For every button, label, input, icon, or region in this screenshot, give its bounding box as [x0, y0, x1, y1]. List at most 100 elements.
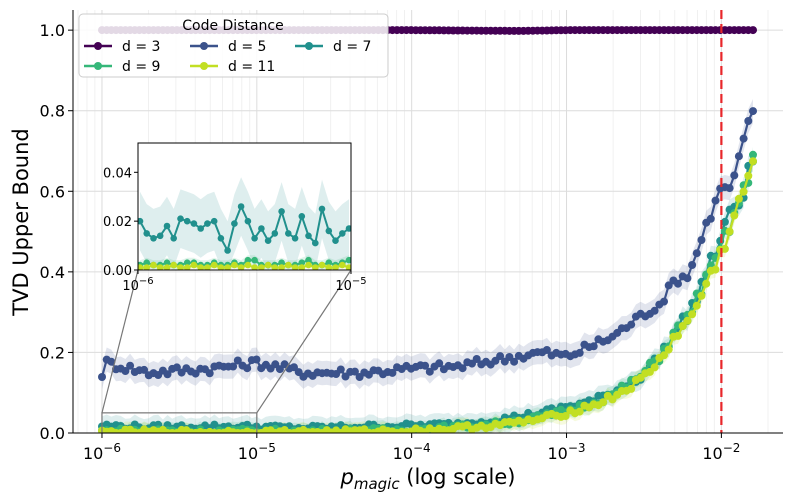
inset-series-point	[224, 247, 231, 254]
y-tick-label: 0.8	[40, 102, 65, 121]
inset-series-point	[339, 261, 346, 269]
series-point	[350, 367, 359, 376]
inset-y-tick-label: 0.04	[103, 166, 132, 181]
inset-series-point	[345, 225, 351, 232]
inset-series-point	[298, 259, 306, 267]
inset-series-point	[150, 235, 157, 242]
series-point	[252, 355, 261, 364]
x-tick-exp: −2	[723, 441, 741, 455]
series-point	[421, 361, 430, 370]
inset-x-tick-base: 10	[335, 279, 352, 294]
legend-swatch-marker	[305, 42, 313, 50]
y-tick-label: 0.4	[40, 263, 65, 282]
series-point	[692, 301, 701, 310]
inset-background	[138, 143, 351, 270]
inset-series-point	[258, 225, 265, 232]
inset-series-point	[217, 264, 225, 270]
series-point	[660, 351, 668, 360]
x-tick-exp: −3	[568, 441, 586, 455]
inset-series-point	[312, 239, 319, 247]
inset-series-point	[305, 232, 312, 240]
series-point	[711, 196, 720, 205]
inset-x-tick-exp: −5	[352, 276, 367, 287]
inset-x-tick-label: 10−5	[335, 276, 366, 294]
inset-series-point	[204, 220, 211, 227]
series-point	[561, 412, 570, 420]
inset-frame	[137, 142, 352, 271]
inset-series-point	[305, 261, 312, 269]
inset-series-point	[312, 264, 319, 270]
legend-label: d = 11	[228, 59, 275, 75]
inset-series-point	[325, 264, 333, 270]
y-tick-label: 1.0	[40, 21, 65, 40]
inset-series-point	[271, 230, 279, 237]
series-point	[683, 274, 692, 283]
inset-series-point	[163, 259, 171, 267]
series-point	[725, 227, 734, 236]
series-point	[730, 211, 739, 220]
series-point	[205, 369, 214, 378]
series-point	[121, 367, 130, 375]
inset-series-point	[190, 220, 198, 227]
inset-series-point	[305, 256, 312, 264]
series-point	[697, 291, 706, 300]
series-point	[388, 368, 397, 377]
series-point	[542, 346, 551, 354]
series-point	[674, 279, 682, 288]
x-axis-title-sub: magic	[354, 475, 400, 493]
legend-item: d = 9	[84, 59, 160, 75]
inset-series-point	[150, 261, 157, 269]
inset-series-point	[251, 264, 258, 270]
inset-series-point	[197, 225, 204, 232]
series-point	[627, 320, 636, 329]
legend-item: d = 5	[190, 39, 266, 55]
series-point	[749, 157, 757, 166]
series-point	[744, 171, 753, 180]
legend-item: d = 7	[295, 39, 371, 55]
x-tick-label: 10−6	[83, 441, 121, 463]
inset-series-point	[183, 259, 191, 267]
x-tick-label: 10−3	[547, 441, 585, 463]
inset-series-point	[177, 264, 184, 270]
inset-series-point	[177, 215, 184, 222]
inset-series-point	[298, 213, 306, 220]
inset-series-point	[143, 264, 150, 270]
series-point	[720, 244, 729, 253]
inset-series-point	[183, 264, 191, 270]
series-point	[575, 407, 584, 416]
inset-series-point	[210, 261, 218, 269]
legend-box	[78, 13, 389, 78]
y-axis-title: TVD Upper Bound	[9, 128, 33, 317]
inset-series-point	[183, 217, 191, 225]
inset-series-point	[318, 205, 326, 213]
legend-item: d = 3	[84, 39, 160, 55]
inset-series-point	[278, 259, 285, 267]
inset-error-band	[140, 177, 349, 270]
legend-swatch-marker	[200, 42, 208, 50]
x-axis-title-main: p	[340, 465, 354, 489]
inset-series-point	[163, 222, 171, 230]
inset-y-tick-label: 0.00	[103, 264, 132, 279]
series-point	[126, 361, 135, 370]
legend-swatch-marker	[94, 42, 102, 50]
inset-series-point	[156, 232, 164, 240]
series-point	[711, 265, 720, 274]
series-point	[98, 373, 106, 381]
inset-x-tick-base: 10	[122, 279, 139, 294]
series-point	[702, 279, 711, 288]
inset-series-point	[170, 261, 177, 269]
inset-series-point	[244, 256, 252, 264]
series-point	[627, 384, 636, 393]
inset-series-point	[285, 230, 292, 237]
x-axis-title: pmagic (log scale)	[340, 465, 516, 493]
inset-series-point	[244, 261, 252, 269]
series-point	[749, 26, 757, 35]
series-point	[163, 370, 172, 379]
series-point	[730, 171, 739, 180]
series-point	[734, 152, 743, 161]
x-tick-label: 10−2	[702, 441, 740, 463]
x-axis-title-suffix: (log scale)	[400, 465, 516, 489]
x-tick-base: 10	[547, 444, 567, 463]
series-point	[674, 331, 682, 340]
